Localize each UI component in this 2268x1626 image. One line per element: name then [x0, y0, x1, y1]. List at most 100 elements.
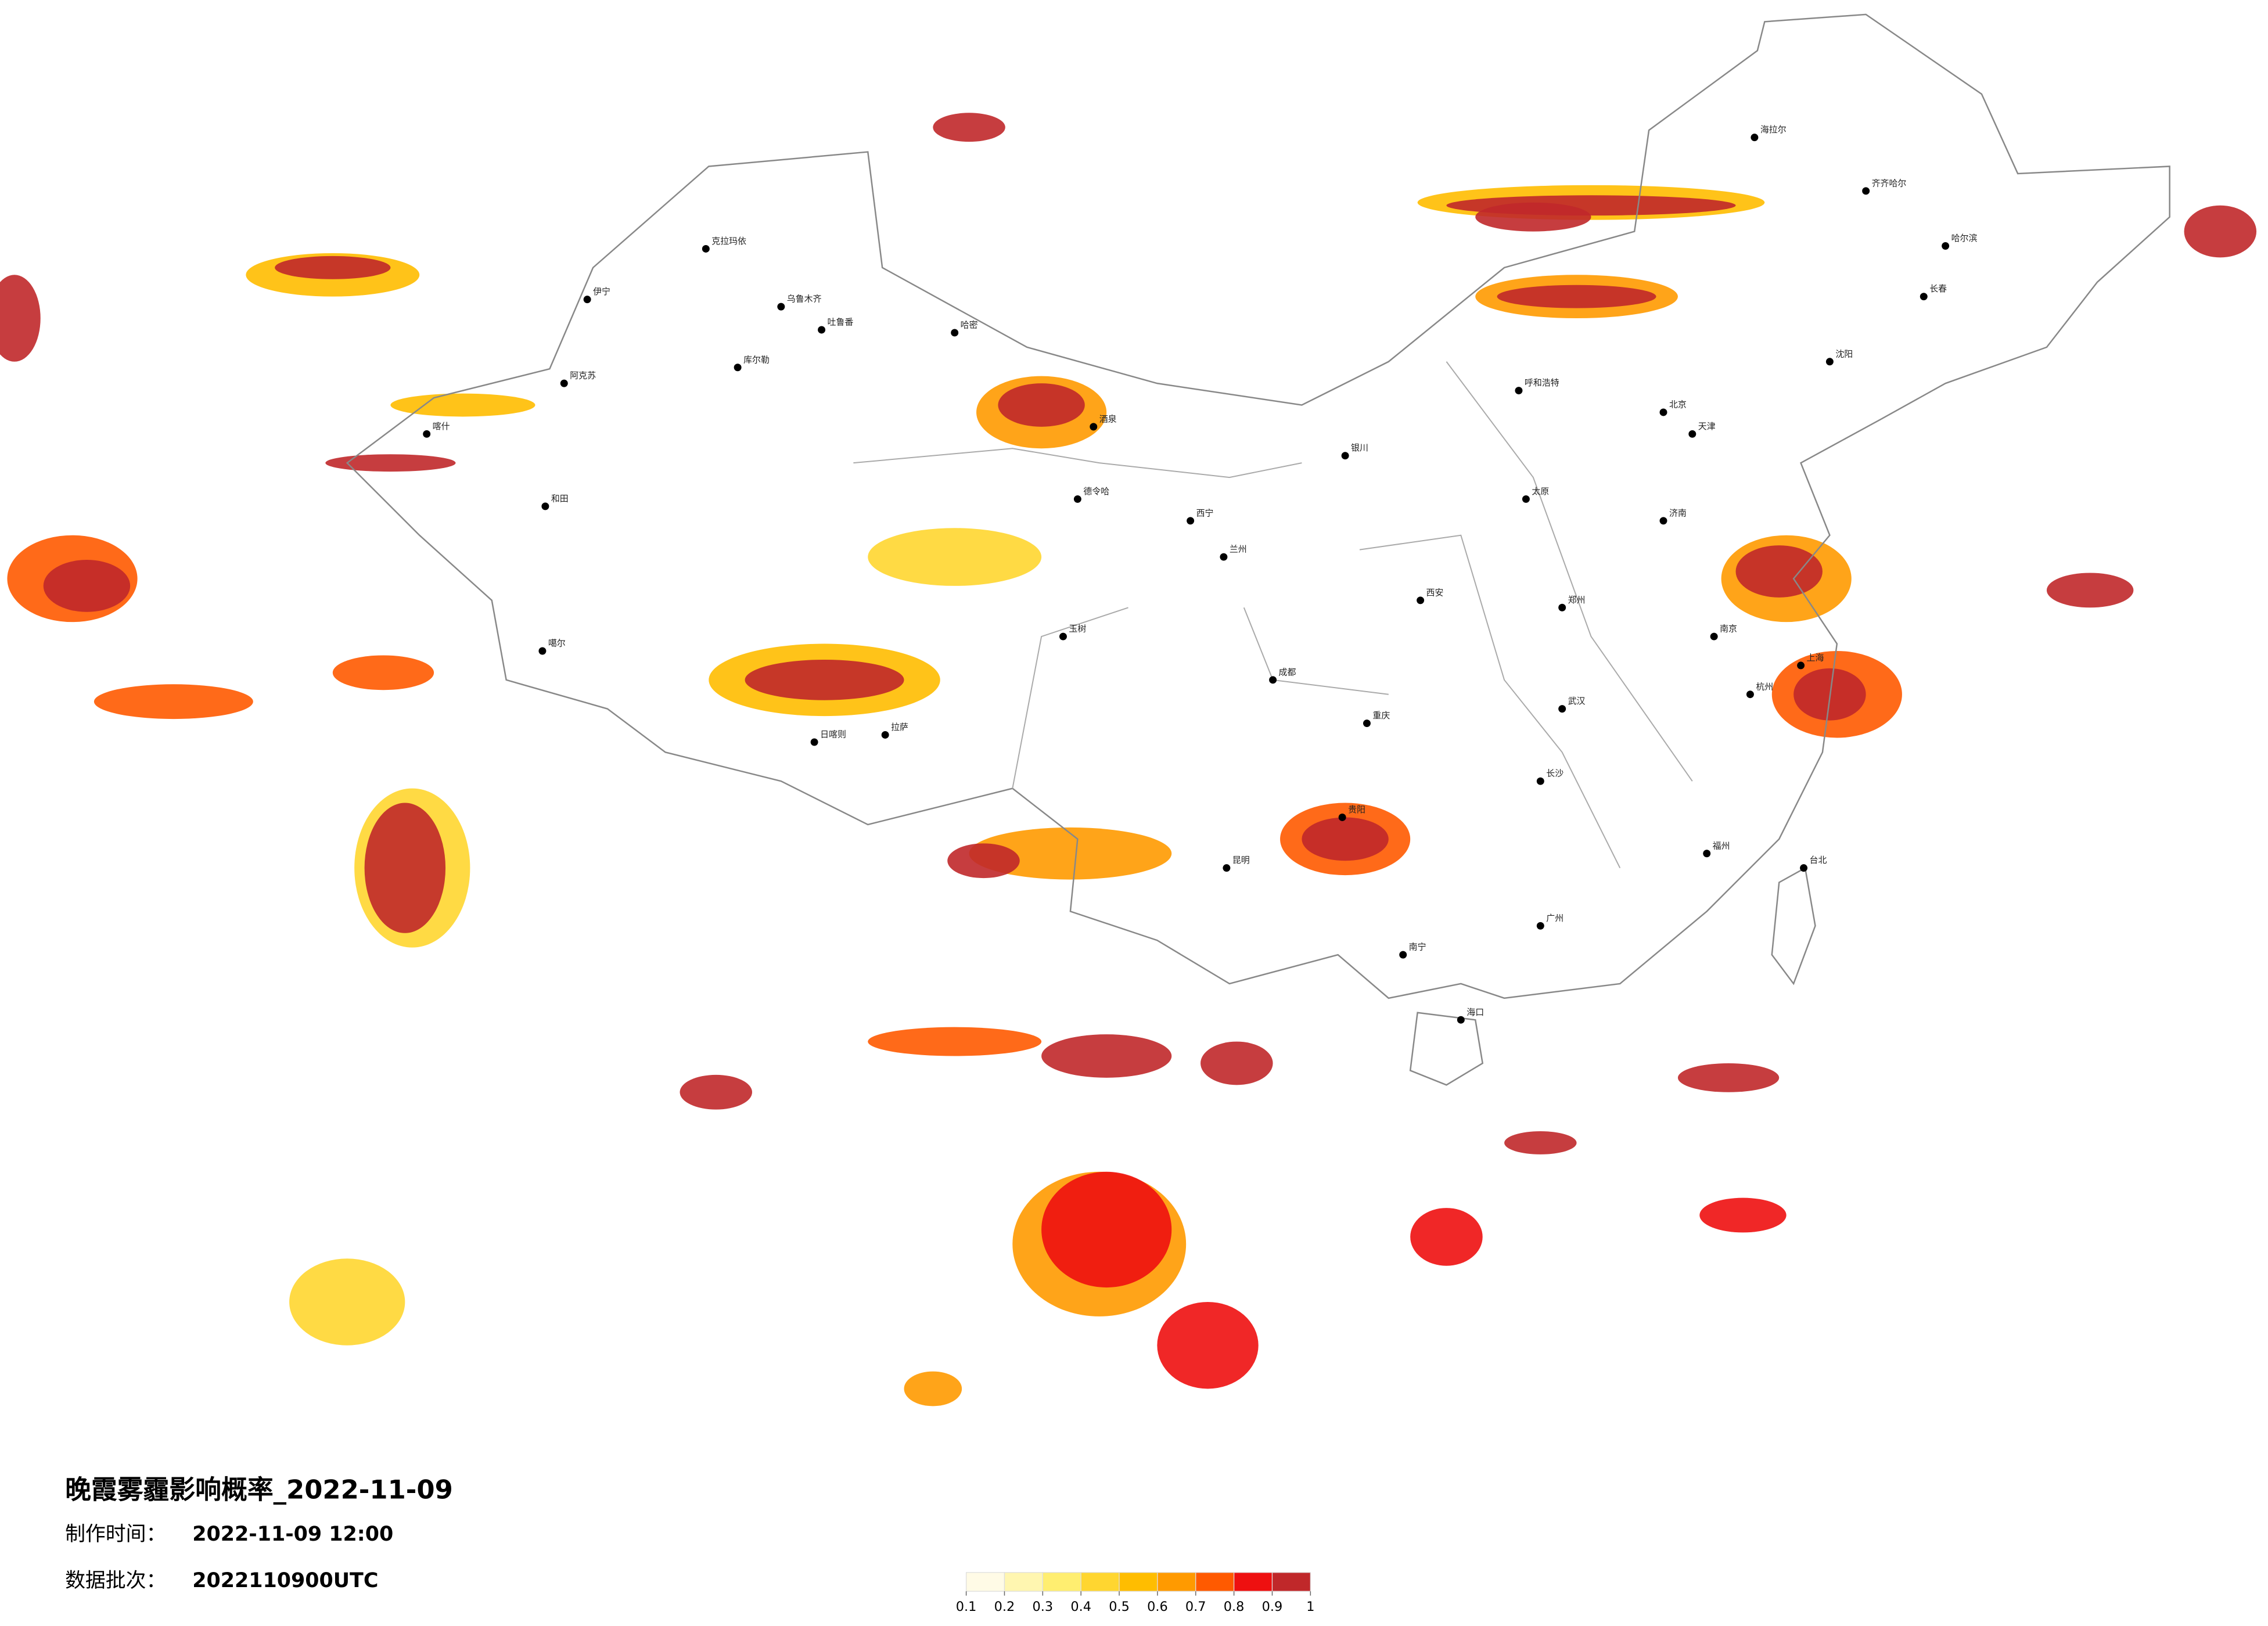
colorbar-tick-label: 0.2	[994, 1599, 1015, 1614]
city-label: 银川	[1351, 443, 1368, 453]
city-dot	[1522, 495, 1530, 503]
prob-blob	[94, 684, 253, 720]
colorbar-cell	[965, 1572, 1005, 1592]
city-dot	[1536, 777, 1544, 785]
prob-blob	[868, 1027, 1042, 1056]
city-label: 杭州	[1756, 681, 1773, 692]
colorbar-cell	[1157, 1572, 1196, 1592]
prob-blob	[1504, 1131, 1577, 1154]
city-dot	[1457, 1016, 1465, 1024]
city-label: 重庆	[1372, 710, 1390, 721]
prob-blob	[680, 1074, 753, 1110]
colorbar-cell	[1080, 1572, 1120, 1592]
colorbar-tick-label: 0.7	[1185, 1599, 1206, 1614]
city-label: 玉树	[1069, 624, 1086, 634]
city-dot	[1363, 720, 1371, 728]
colorbar-tick-label: 0.6	[1147, 1599, 1168, 1614]
city-label: 乌鲁木齐	[787, 294, 822, 304]
colorbar-cell	[1195, 1572, 1235, 1592]
city-dot	[1220, 553, 1228, 561]
colorbar-tick-label: 0.3	[1033, 1599, 1054, 1614]
prob-blob	[332, 655, 434, 690]
batch-value: 2022110900UTC	[192, 1569, 378, 1592]
prob-blob	[933, 113, 1005, 142]
colorbar-cell	[1119, 1572, 1158, 1592]
city-dot	[1920, 293, 1928, 301]
city-dot	[1797, 661, 1805, 670]
colorbar-cell	[1042, 1572, 1081, 1592]
colorbar-cell	[1233, 1572, 1273, 1592]
city-label: 济南	[1669, 508, 1687, 518]
city-dot	[1710, 632, 1718, 641]
prob-blob	[325, 454, 456, 472]
city-label: 台北	[1810, 855, 1827, 865]
city-label: 上海	[1807, 652, 1824, 663]
city-label: 伊宁	[593, 286, 610, 297]
city-label: 克拉玛依	[711, 236, 746, 246]
city-label: 郑州	[1568, 595, 1586, 605]
city-dot	[1341, 452, 1349, 460]
city-dot	[1059, 632, 1067, 641]
city-dot	[1800, 864, 1808, 872]
city-label: 西宁	[1196, 508, 1214, 518]
city-dot	[1090, 423, 1098, 431]
colorbar-tick-label: 0.8	[1224, 1599, 1245, 1614]
prob-blob	[2184, 205, 2257, 258]
city-label: 海口	[1467, 1007, 1484, 1017]
city-dot	[1703, 850, 1711, 858]
city-dot	[1536, 922, 1544, 930]
city-dot	[1399, 951, 1407, 959]
city-dot	[1751, 134, 1759, 142]
city-dot	[1073, 495, 1081, 503]
prob-blob	[43, 560, 131, 612]
city-dot	[423, 430, 431, 438]
prob-blob	[1041, 1034, 1172, 1078]
city-label: 库尔勒	[743, 354, 770, 365]
city-dot	[1269, 676, 1277, 684]
city-label: 天津	[1698, 421, 1716, 431]
prob-blob	[947, 843, 1020, 879]
prob-blob	[2046, 573, 2134, 608]
city-dot	[583, 296, 591, 304]
city-label: 长沙	[1546, 768, 1563, 779]
city-dot	[538, 647, 547, 655]
city-label: 长春	[1929, 283, 1947, 294]
prob-blob	[390, 393, 535, 417]
city-dot	[777, 303, 785, 311]
city-label: 贵阳	[1348, 804, 1365, 815]
city-label: 南宁	[1409, 942, 1426, 952]
made-time: 2022-11-09 12:00	[192, 1523, 393, 1546]
city-label: 太原	[1532, 486, 1549, 497]
colorbar-tick-label: 1	[1306, 1599, 1314, 1614]
city-label: 昆明	[1232, 855, 1250, 865]
map-title: 晚霞雾霾影响概率_2022-11-09	[65, 1474, 453, 1505]
city-label: 德令哈	[1083, 486, 1109, 497]
colorbar-tick-label: 0.5	[1109, 1599, 1130, 1614]
city-dot	[1825, 358, 1834, 366]
city-dot	[1862, 187, 1870, 195]
colorbar-cell	[1271, 1572, 1311, 1592]
prob-blob	[969, 827, 1172, 880]
prob-blob	[1302, 817, 1389, 861]
prob-blob	[745, 659, 904, 700]
island-outline	[1409, 866, 1816, 1086]
prob-blob	[1677, 1063, 1780, 1092]
city-dot	[1515, 387, 1523, 395]
colorbar-tick-label: 0.4	[1070, 1599, 1091, 1614]
batch-label: 数据批次：	[65, 1569, 166, 1592]
city-dot	[1417, 596, 1425, 605]
city-label: 日喀则	[820, 729, 846, 739]
prob-blob	[1041, 1171, 1172, 1288]
china-outline	[346, 13, 2170, 999]
city-label: 齐齐哈尔	[1872, 178, 1907, 188]
city-label: 噶尔	[548, 638, 566, 649]
city-dot	[1558, 603, 1566, 611]
prob-blob	[364, 803, 446, 933]
city-dot	[1558, 705, 1566, 713]
city-label: 广州	[1546, 913, 1563, 923]
city-label: 沈阳	[1835, 348, 1853, 359]
prob-blob	[289, 1258, 405, 1346]
